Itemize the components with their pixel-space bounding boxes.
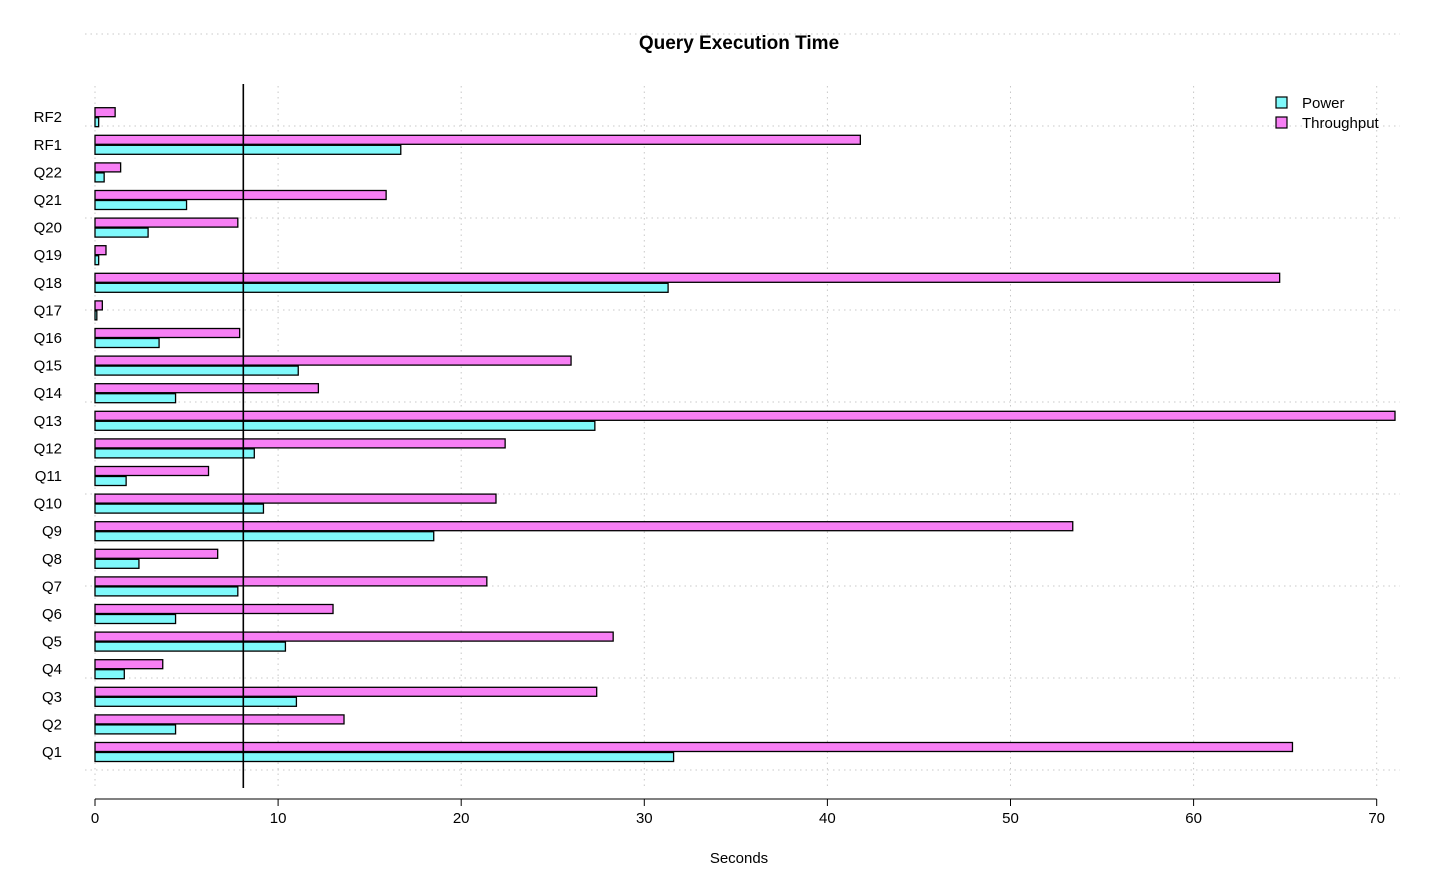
y-tick-label: Q3 <box>42 689 62 706</box>
bar-power-q22 <box>94 172 105 183</box>
bar-throughput-q22 <box>94 162 122 173</box>
bar-throughput-q17 <box>94 300 103 311</box>
y-tick-label: Q21 <box>34 192 62 209</box>
bar-throughput-q1 <box>94 741 1294 753</box>
bar-power-q19 <box>94 255 100 266</box>
x-tick-label: 30 <box>636 810 653 827</box>
bar-power-q9 <box>94 531 435 542</box>
bar-throughput-q14 <box>94 383 320 394</box>
bar-power-rf1 <box>94 144 402 155</box>
legend-label-power: Power <box>1302 95 1345 112</box>
bar-power-q8 <box>94 558 140 569</box>
bar-throughput-q11 <box>94 465 210 477</box>
bar-throughput-q8 <box>94 548 219 559</box>
bar-power-q21 <box>94 199 188 211</box>
y-tick-label: RF2 <box>34 109 62 126</box>
bar-power-q15 <box>94 365 299 376</box>
bar-throughput-q18 <box>94 272 1281 283</box>
y-tick-label: Q5 <box>42 634 62 651</box>
bar-power-rf2 <box>94 117 100 128</box>
bar-power-q17 <box>94 310 98 321</box>
bar-power-q3 <box>94 696 298 707</box>
y-tick-label: Q1 <box>42 744 62 761</box>
y-tick-label: Q15 <box>34 358 62 375</box>
bar-throughput-q21 <box>94 189 387 201</box>
bar-power-q16 <box>94 337 160 349</box>
x-tick-label: 50 <box>1002 810 1019 827</box>
bar-power-q10 <box>94 503 265 514</box>
y-tick-label: Q11 <box>35 468 62 485</box>
bar-throughput-q3 <box>94 686 598 697</box>
bar-power-q5 <box>94 641 287 652</box>
x-tick-label: 70 <box>1368 810 1385 827</box>
y-tick-label: Q19 <box>34 247 62 264</box>
x-tick-label: 60 <box>1185 810 1202 827</box>
y-tick-label: Q6 <box>42 606 62 623</box>
chart-title: Query Execution Time <box>639 33 839 54</box>
y-tick-label: Q17 <box>34 302 62 319</box>
bar-power-q11 <box>94 475 127 487</box>
bar-power-q13 <box>94 420 596 431</box>
bar-throughput-q2 <box>94 714 345 725</box>
bar-throughput-q15 <box>94 355 572 366</box>
y-tick-label: Q16 <box>34 330 62 347</box>
y-tick-label: Q7 <box>42 578 62 595</box>
legend-label-throughput: Throughput <box>1302 115 1380 132</box>
x-tick-label: 0 <box>91 810 99 827</box>
bar-power-q20 <box>94 227 149 238</box>
x-axis-label: Seconds <box>710 850 768 867</box>
y-tick-label: Q4 <box>42 661 62 678</box>
grid-layer <box>85 33 1400 787</box>
x-tick-label: 10 <box>270 810 287 827</box>
bars-layer <box>94 107 1396 763</box>
y-tick-label: Q9 <box>42 523 62 540</box>
bar-throughput-q5 <box>94 631 614 642</box>
y-tick-label: Q13 <box>34 413 62 430</box>
bar-throughput-q16 <box>94 327 241 339</box>
bar-power-q4 <box>94 669 125 680</box>
y-tick-label: Q14 <box>34 385 62 402</box>
y-tick-label: Q12 <box>34 440 62 457</box>
y-tick-label: Q22 <box>34 164 62 181</box>
y-tick-label: Q10 <box>34 496 62 513</box>
bar-throughput-q4 <box>94 659 164 670</box>
y-tick-label: Q20 <box>34 220 62 237</box>
bar-throughput-q13 <box>94 410 1396 421</box>
bar-throughput-rf1 <box>94 134 862 145</box>
bar-power-q14 <box>94 393 177 404</box>
y-tick-label: Q18 <box>34 275 62 292</box>
x-tick-label: 20 <box>453 810 470 827</box>
bar-power-q7 <box>94 586 239 597</box>
bar-power-q18 <box>94 282 669 293</box>
bar-throughput-q20 <box>94 217 239 228</box>
x-axis: 0 10 20 30 40 50 60 70 <box>91 798 1385 827</box>
bar-throughput-q12 <box>94 438 506 449</box>
bar-power-q12 <box>94 448 255 459</box>
y-axis-labels: Q1 Q2 Q3 Q4 Q5 Q6 Q7 Q8 Q9 Q10 Q11 Q12 Q13 Q14 Q15 Q16 Q… <box>34 109 62 761</box>
y-tick-label: RF1 <box>34 137 62 154</box>
bar-power-q1 <box>94 751 675 763</box>
bar-throughput-q9 <box>94 521 1074 532</box>
legend-swatch-power <box>1275 96 1288 109</box>
bar-power-q2 <box>94 724 177 735</box>
bar-throughput-q6 <box>94 603 334 615</box>
legend-swatch-throughput <box>1275 116 1288 129</box>
bar-power-q6 <box>94 613 177 625</box>
bar-throughput-rf2 <box>94 107 116 118</box>
legend: Power Throughput <box>1275 95 1380 132</box>
y-tick-label: Q8 <box>42 551 62 568</box>
bar-throughput-q7 <box>94 576 488 587</box>
bar-throughput-q19 <box>94 245 107 256</box>
bar-throughput-q10 <box>94 493 497 504</box>
y-tick-label: Q2 <box>42 716 62 733</box>
x-tick-label: 40 <box>819 810 836 827</box>
